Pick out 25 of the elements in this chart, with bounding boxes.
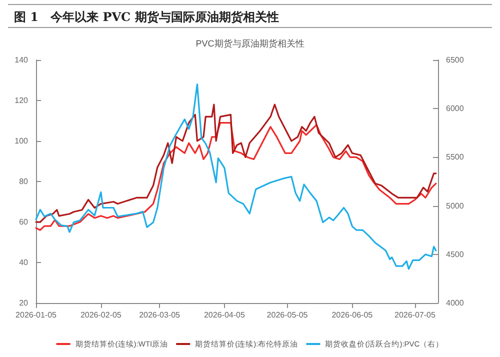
y2-tick-label: 6500 [446, 56, 464, 64]
x-tick-label: 2026-06-05 [332, 310, 374, 320]
x-tick-label: 2026-07-05 [394, 310, 436, 320]
y2-tick-label: 4000 [446, 298, 464, 308]
x-tick-label: 2026-02-05 [80, 310, 122, 320]
y-tick-label: 20 [19, 298, 29, 308]
y-tick-label: 40 [19, 258, 29, 267]
y2-tick-label: 5000 [446, 201, 464, 210]
y-tick-label: 120 [14, 96, 29, 105]
y2-tick-label: 4500 [446, 250, 464, 259]
line-series [35, 104, 437, 223]
y-tick-label: 140 [14, 56, 29, 64]
y2-tick-label: 5500 [446, 152, 464, 162]
line-series [35, 122, 437, 231]
y2-tick-label: 6000 [446, 104, 464, 114]
line-series [35, 84, 437, 270]
x-tick-label: 2026-05-05 [266, 310, 308, 320]
y-tick-label: 80 [19, 177, 29, 186]
y-tick-label: 60 [19, 218, 29, 226]
chart-subtitle: PVC期货与原油期货相关性 [196, 38, 304, 48]
chart-title: 图 1 今年以来 PVC 期货与国际原油期货相关性 [8, 4, 492, 28]
x-tick-label: 2026-04-05 [204, 310, 246, 320]
y-tick-label: 100 [14, 136, 29, 146]
x-tick-label: 2026-01-05 [16, 310, 58, 320]
x-tick-label: 2026-03-05 [139, 310, 181, 320]
